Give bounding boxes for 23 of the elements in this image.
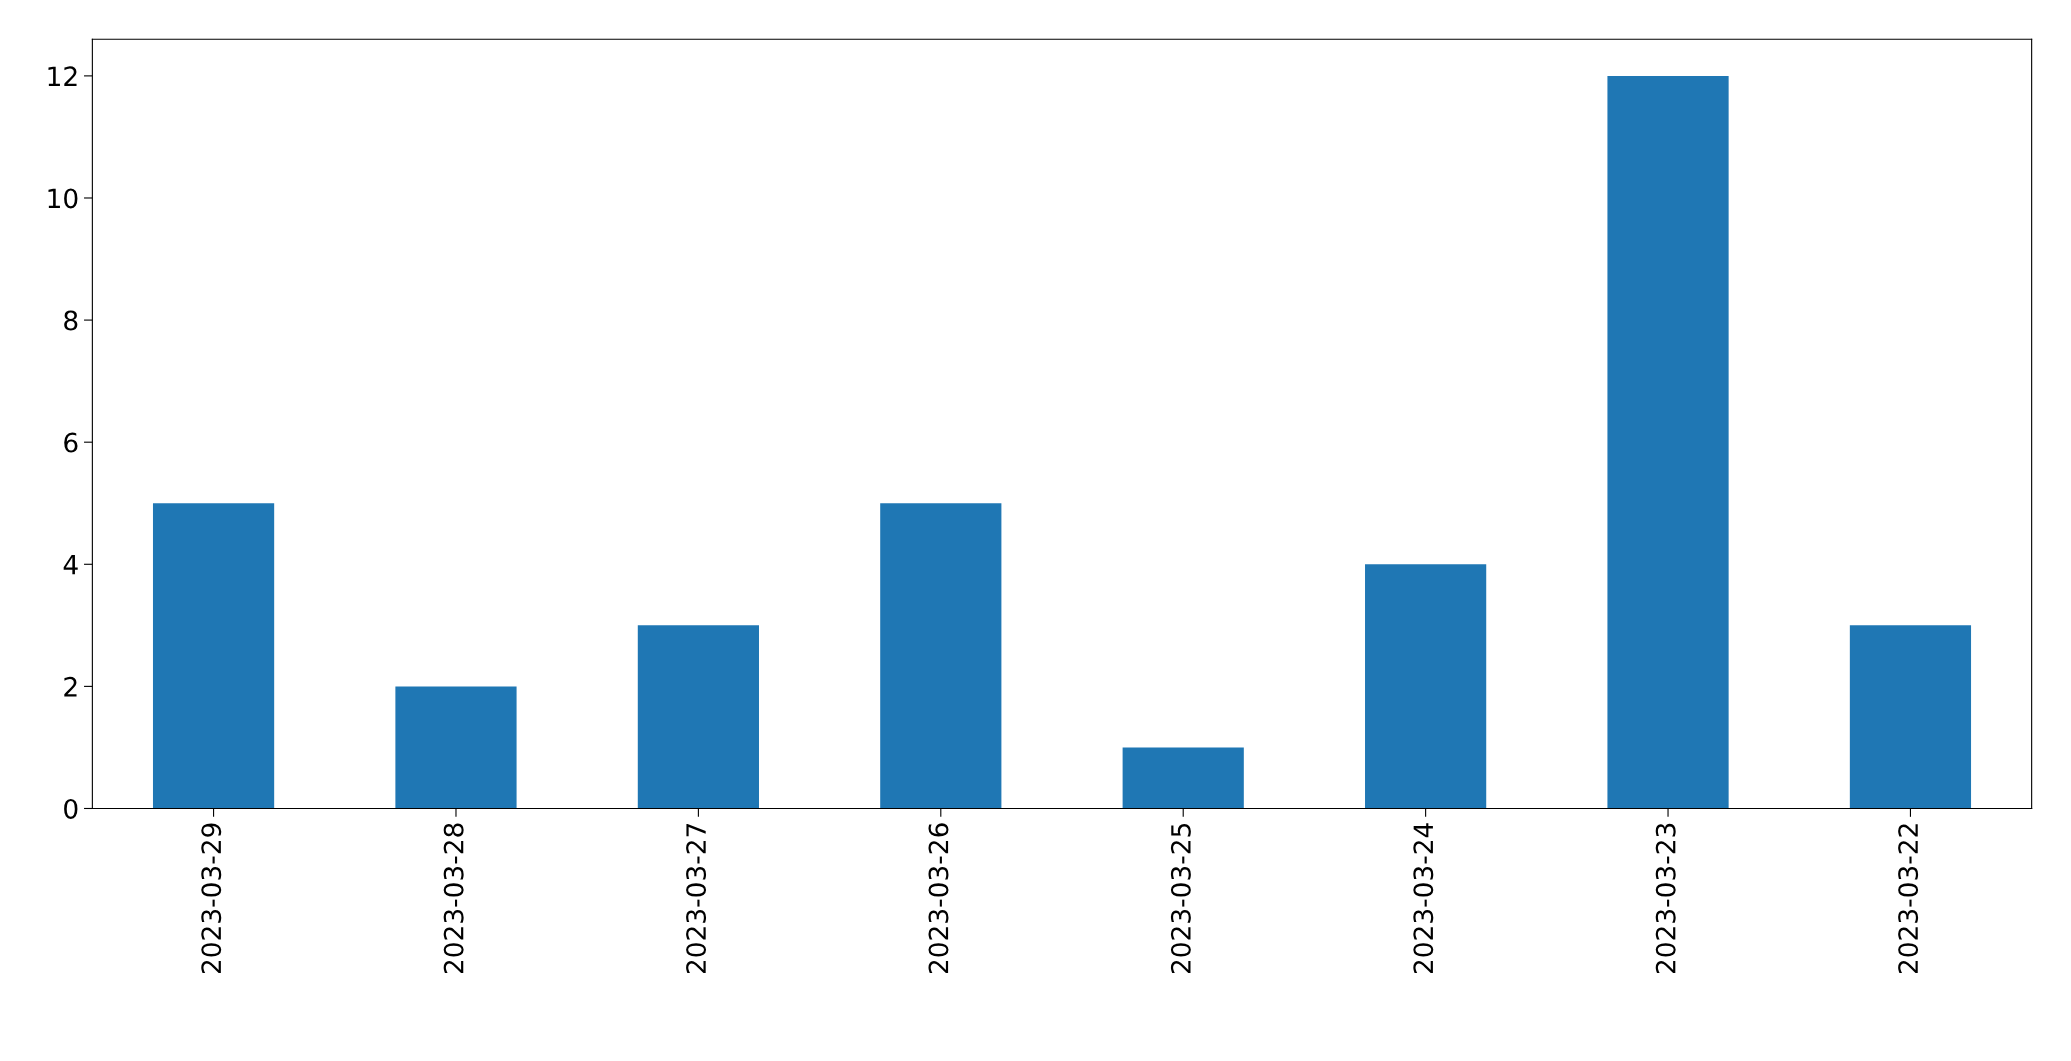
bar [1849, 625, 1972, 809]
x-tick-label: 2023-03-24 [1413, 823, 1434, 974]
bar [395, 686, 517, 809]
y-tick-label: 8 [64, 310, 78, 331]
x-tick-label: 2023-03-23 [1655, 823, 1676, 974]
x-tick-label: 2023-03-28 [443, 823, 464, 974]
y-tick-label: 0 [64, 798, 78, 819]
y-tick-label: 2 [64, 676, 77, 697]
y-tick-label: 6 [64, 432, 78, 453]
bar [880, 503, 1002, 809]
bar [1122, 747, 1244, 809]
x-tick-label: 2023-03-26 [928, 823, 949, 974]
bar [152, 503, 275, 809]
x-tick-label: 2023-03-25 [1170, 823, 1191, 974]
x-tick-label: 2023-03-22 [1898, 824, 1919, 974]
bar [1607, 75, 1729, 809]
y-tick-label: 10 [48, 188, 78, 209]
bar [1365, 564, 1487, 809]
x-tick-label: 2023-03-29 [201, 823, 222, 974]
x-tick-label: 2023-03-27 [686, 823, 707, 974]
y-tick-label: 4 [63, 555, 78, 575]
y-tick-label: 12 [48, 66, 77, 86]
bar [637, 625, 759, 809]
